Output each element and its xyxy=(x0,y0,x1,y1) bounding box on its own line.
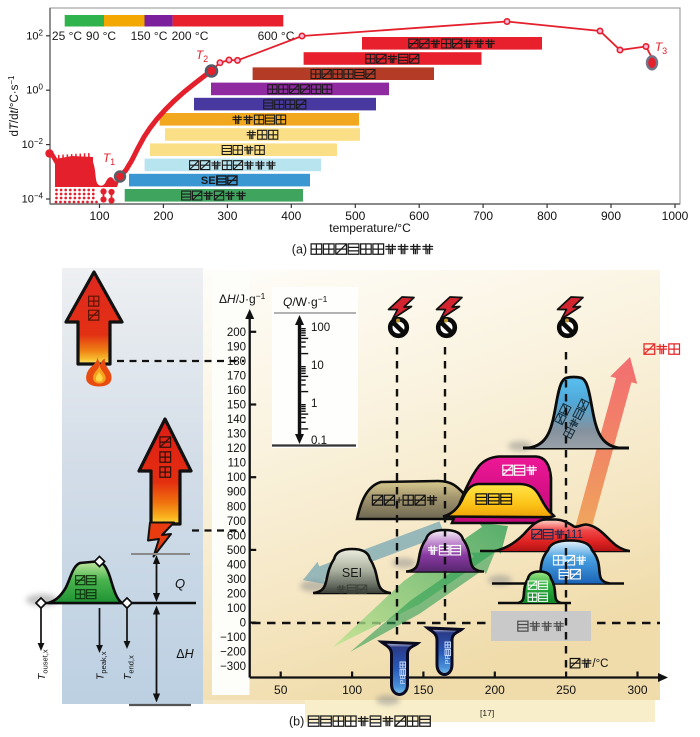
svg-text:SEI: SEI xyxy=(342,566,362,580)
svg-text:PE: PE xyxy=(398,674,407,684)
svg-text:200: 200 xyxy=(227,589,246,601)
svg-text:400: 400 xyxy=(227,559,246,571)
svg-text:150: 150 xyxy=(227,400,246,412)
svg-text:200: 200 xyxy=(485,683,505,697)
svg-text:100: 100 xyxy=(227,472,246,484)
svg-text:temperature/°C: temperature/°C xyxy=(329,221,411,235)
svg-text:600 °C: 600 °C xyxy=(258,29,295,43)
svg-text:120: 120 xyxy=(227,443,246,455)
svg-text:300: 300 xyxy=(227,574,246,586)
svg-text:0.1: 0.1 xyxy=(311,435,327,447)
svg-text:110: 110 xyxy=(228,458,246,470)
svg-text:ΔH: ΔH xyxy=(176,647,194,661)
svg-text:ΔH/J·g−1: ΔH/J·g−1 xyxy=(219,291,266,306)
svg-text:170: 170 xyxy=(227,370,246,382)
svg-text:130: 130 xyxy=(227,429,246,441)
svg-text:/°C: /°C xyxy=(592,658,608,670)
svg-text:1: 1 xyxy=(311,398,317,410)
svg-text:160: 160 xyxy=(227,385,246,397)
svg-text:1000: 1000 xyxy=(662,209,689,223)
svg-text:250: 250 xyxy=(556,683,576,697)
svg-text:100: 100 xyxy=(89,209,109,223)
svg-text:(b): (b) xyxy=(289,714,304,728)
svg-text:100: 100 xyxy=(342,683,362,697)
svg-text:dT/dt/°C·s−1: dT/dt/°C·s−1 xyxy=(7,75,21,137)
svg-text:90 °C: 90 °C xyxy=(86,29,116,43)
svg-text:900: 900 xyxy=(227,487,246,499)
svg-text:500: 500 xyxy=(345,209,365,223)
svg-text:700: 700 xyxy=(473,209,493,223)
svg-text:25 °C: 25 °C xyxy=(52,29,82,43)
svg-text:(a): (a) xyxy=(292,242,307,256)
svg-text:500: 500 xyxy=(227,545,246,557)
svg-text:Tpeak,x: Tpeak,x xyxy=(95,651,109,680)
svg-text:10: 10 xyxy=(311,360,324,372)
svg-text:800: 800 xyxy=(537,209,557,223)
svg-text:Tend,x: Tend,x xyxy=(122,655,136,680)
svg-text:200 °C: 200 °C xyxy=(172,29,209,43)
svg-text:Q: Q xyxy=(175,576,185,591)
svg-text:−100: −100 xyxy=(220,632,246,644)
svg-text:SEI: SEI xyxy=(201,175,219,187)
svg-text:190: 190 xyxy=(227,341,246,353)
svg-text:300: 300 xyxy=(217,209,237,223)
svg-text:140: 140 xyxy=(227,414,246,426)
svg-text:700: 700 xyxy=(227,516,246,528)
svg-text:PP: PP xyxy=(443,654,452,664)
svg-text:Q/W·g−1: Q/W·g−1 xyxy=(283,294,328,309)
svg-text:400: 400 xyxy=(281,209,301,223)
svg-text:100: 100 xyxy=(227,603,246,615)
svg-text:50: 50 xyxy=(274,683,288,697)
svg-text:150 °C: 150 °C xyxy=(131,29,168,43)
svg-text:300: 300 xyxy=(627,683,647,697)
svg-text:−300: −300 xyxy=(220,661,246,673)
svg-text:0: 0 xyxy=(240,618,246,630)
svg-text:100: 100 xyxy=(311,322,330,334)
svg-text:111: 111 xyxy=(566,529,583,541)
svg-text:800: 800 xyxy=(227,501,246,513)
svg-text:[17]: [17] xyxy=(480,708,494,718)
svg-text:200: 200 xyxy=(227,327,246,339)
svg-text:−200: −200 xyxy=(220,647,246,659)
svg-text:+: + xyxy=(396,493,403,507)
svg-text:150: 150 xyxy=(413,683,433,697)
svg-text:180: 180 xyxy=(227,356,246,368)
svg-text:Touset,x: Touset,x xyxy=(36,649,50,680)
svg-text:600: 600 xyxy=(227,530,246,542)
svg-text:600: 600 xyxy=(409,209,429,223)
svg-text:200: 200 xyxy=(153,209,173,223)
svg-text:900: 900 xyxy=(601,209,621,223)
